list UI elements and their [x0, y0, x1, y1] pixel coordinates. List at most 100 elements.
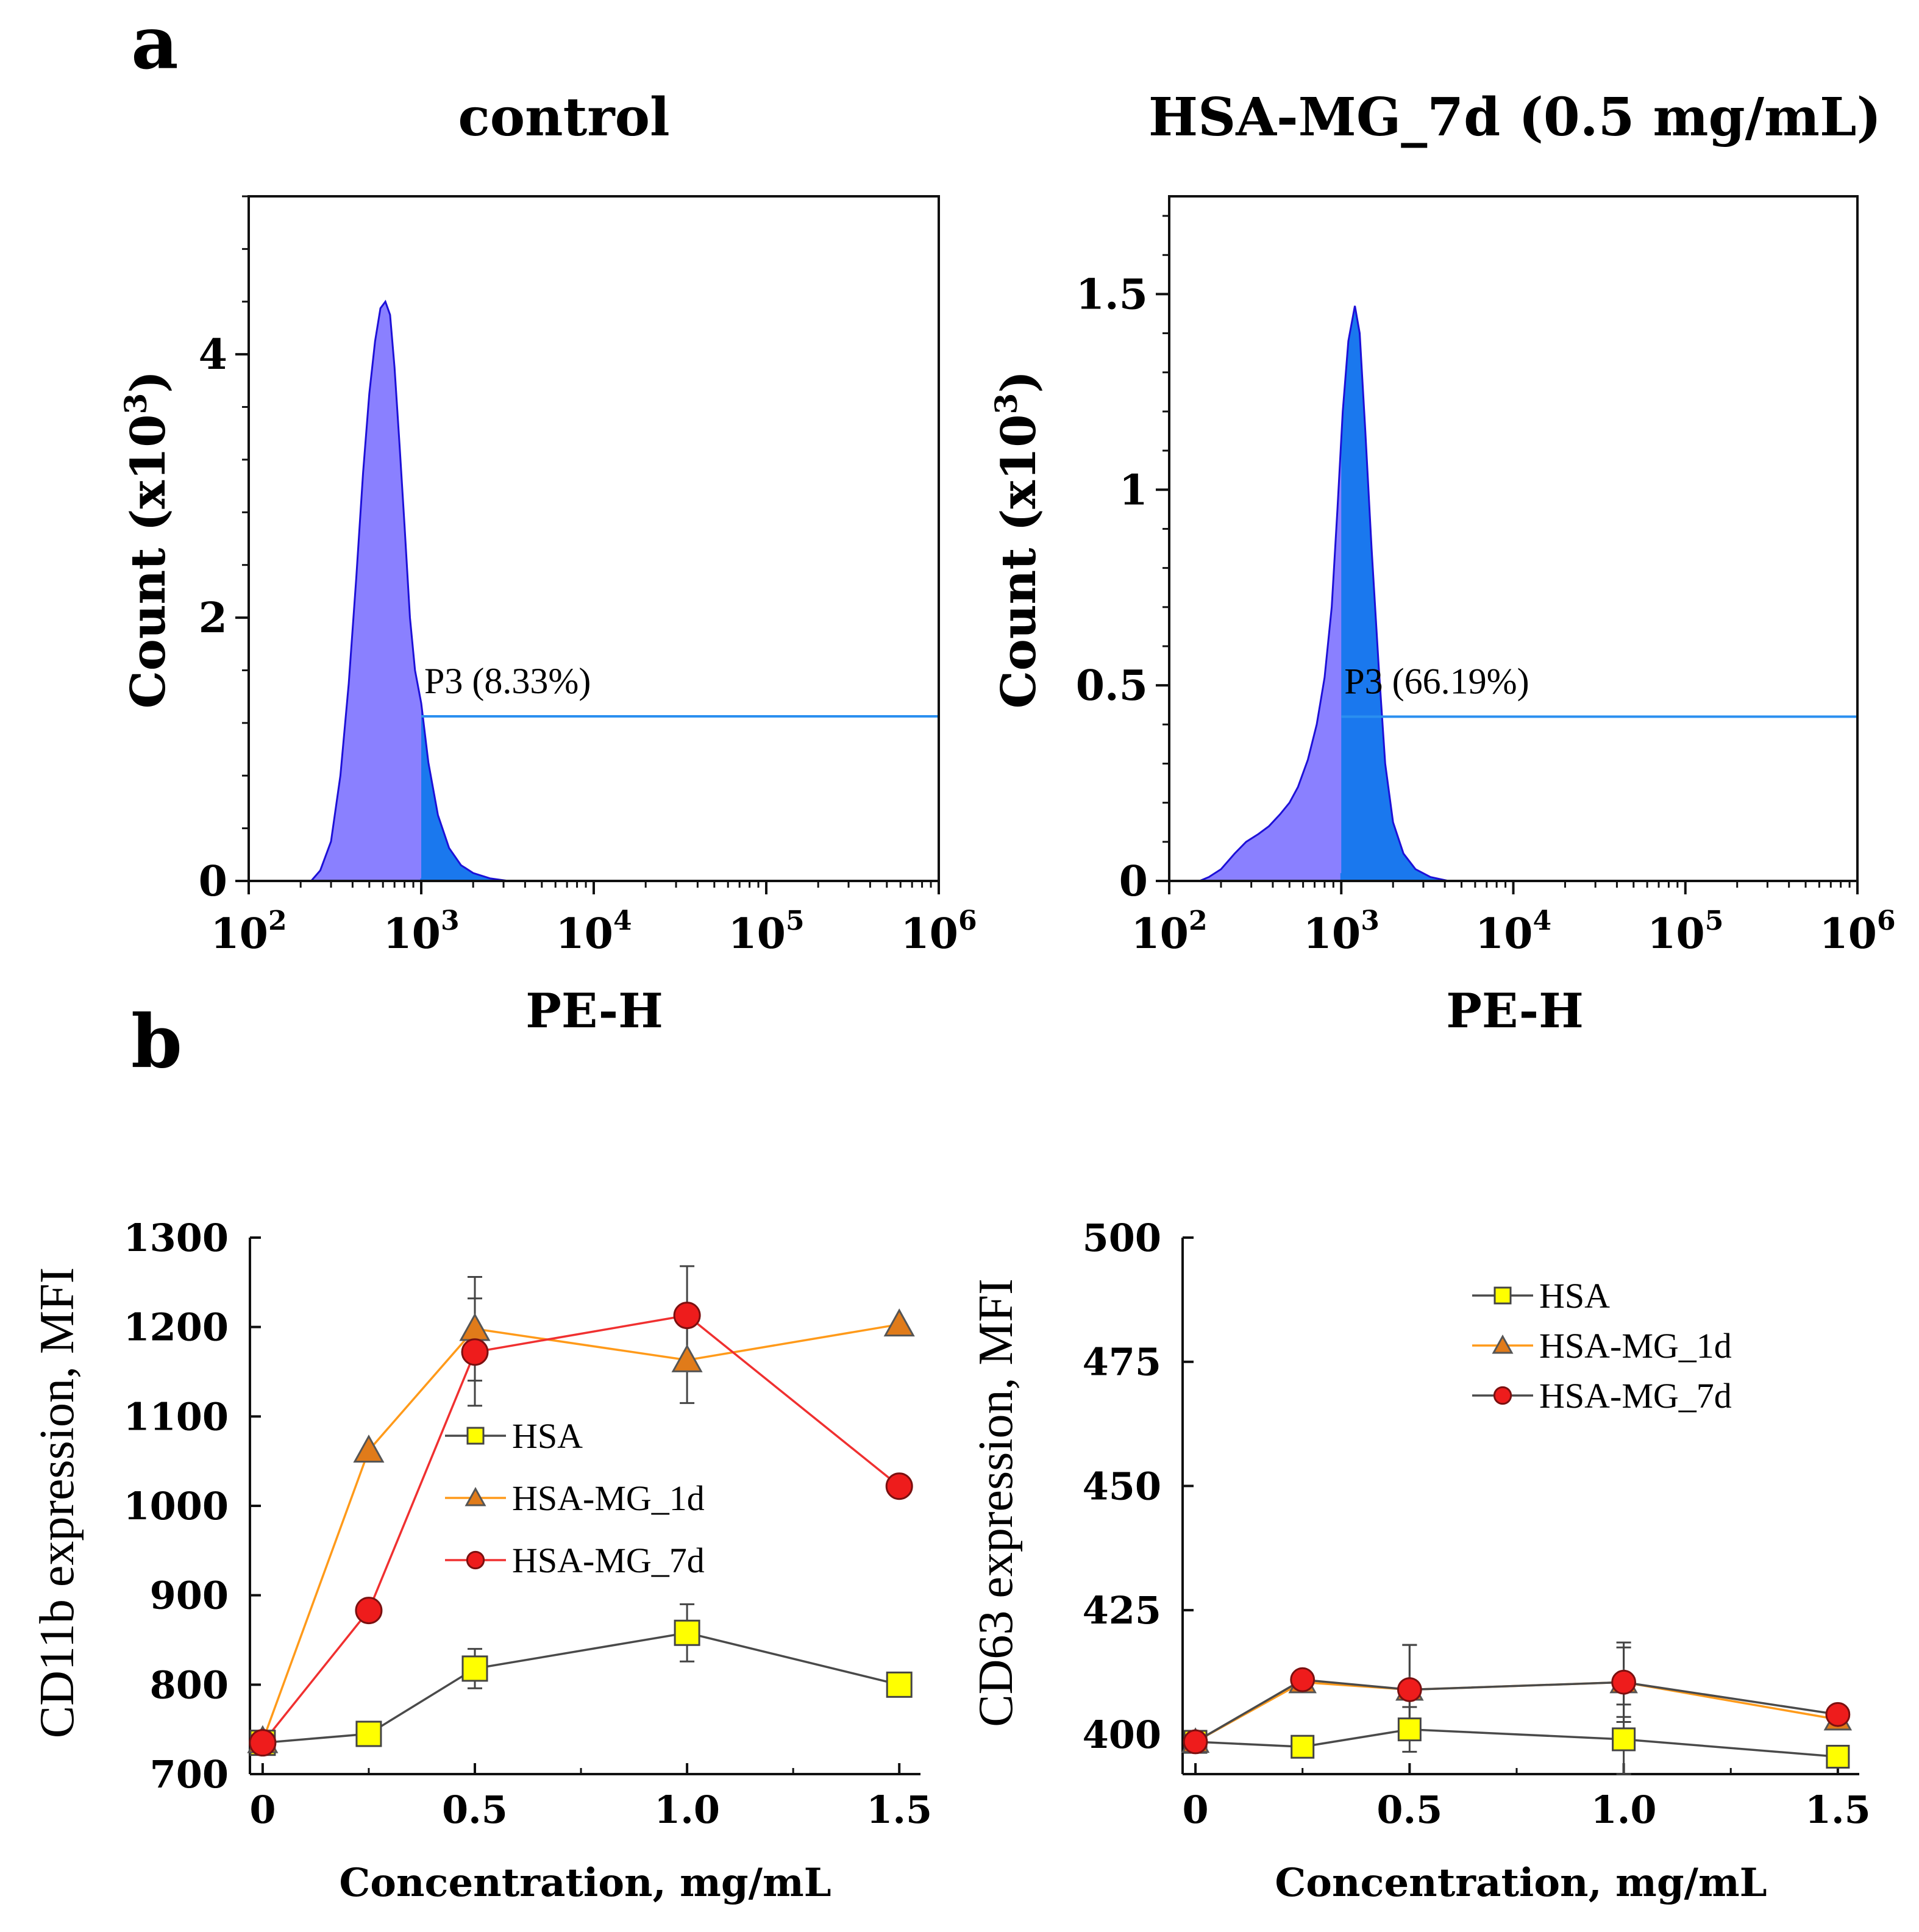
x-tick-label: 105 [1647, 905, 1723, 958]
y-tick-label: 0.5 [1076, 661, 1148, 710]
y-tick-label: 1 [1119, 466, 1148, 515]
x-tick-exponent: 3 [1361, 905, 1380, 936]
data-point-hsa [1397, 1717, 1422, 1742]
x-tick-exponent: 6 [1877, 905, 1896, 936]
y-tick-label: 450 [1083, 1464, 1161, 1508]
legend-marker [465, 1486, 486, 1506]
y-tick-label: 800 [150, 1663, 229, 1707]
x-tick-base: 10 [900, 910, 958, 958]
data-point-hsa-mg_7d [1825, 1702, 1851, 1727]
x-tick-base: 10 [1819, 910, 1877, 958]
cd11b-line-chart: 700 800 900 1000 1100 1200 1300 0 0.5 1.0 1.5 HSA HS… [30, 1216, 932, 1906]
y-tick-label: 2 [199, 594, 227, 643]
data-point-hsa [1291, 1734, 1315, 1759]
data-point-hsa-mg_7d [1397, 1677, 1422, 1702]
legend-label: HSA-MG_1d [1539, 1326, 1732, 1366]
x-tick-base: 10 [555, 910, 613, 958]
x-tick-label: 106 [1819, 905, 1895, 958]
series-line-hsa-mg_7d [262, 1314, 900, 1744]
x-axis-title: PE-H [1446, 983, 1584, 1039]
legend-marker [1493, 1386, 1512, 1405]
data-point-hsa [886, 1671, 913, 1698]
y-axis-title-sup: 3 [988, 393, 1024, 415]
y-axis-title-sup: 3 [118, 393, 154, 415]
x-axis-title: Concentration, mg/mL [1275, 1860, 1767, 1906]
chart-title: HSA-MG_7d (0.5 mg/mL) [1148, 87, 1881, 148]
series-line-hsa-mg_1d [262, 1323, 900, 1742]
x-tick-exponent: 5 [1705, 905, 1724, 936]
x-tick-label: 102 [1131, 905, 1207, 958]
x-axis-title: PE-H [525, 983, 663, 1039]
x-tick-exponent: 4 [613, 905, 632, 936]
y-tick-label: 0 [199, 857, 227, 906]
cd63-line-chart: 400 425 450 475 500 0 0.5 1.0 1.5 HSA HSA-MG_1d HSA… [969, 1216, 1871, 1906]
x-tick-exponent: 6 [958, 905, 977, 936]
data-point-hsa [674, 1619, 700, 1646]
x-tick-label: 104 [1475, 905, 1551, 958]
y-axis-title: Count (x103) [118, 371, 176, 708]
x-tick-base: 10 [1647, 910, 1705, 958]
legend-label: HSA [1539, 1276, 1610, 1316]
x-tick-label: 0.5 [1376, 1788, 1442, 1832]
x-tick-label: 1.5 [1805, 1788, 1871, 1832]
x-tick-label: 0 [249, 1788, 276, 1832]
x-tick-exponent: 2 [268, 905, 287, 936]
y-axis-title: Count (x103) [988, 371, 1047, 708]
panel-a-letter: a [131, 0, 179, 86]
histogram-outline [310, 299, 509, 882]
legend-marker [466, 1427, 485, 1445]
x-tick-label: 106 [900, 905, 977, 958]
x-tick-label: 1.5 [866, 1788, 932, 1832]
data-point-hsa-mg_1d [353, 1434, 385, 1463]
x-tick-exponent: 3 [441, 905, 460, 936]
x-tick-exponent: 2 [1189, 905, 1208, 936]
histogram-area-gated [421, 703, 508, 881]
x-tick-base: 10 [383, 910, 441, 958]
data-point-hsa-mg_7d [1611, 1669, 1637, 1695]
data-point-hsa-mg_7d [461, 1338, 489, 1366]
y-tick-label: 4 [199, 330, 227, 379]
y-tick-label: 700 [150, 1752, 229, 1797]
data-point-hsa-mg_7d [1183, 1729, 1208, 1755]
y-tick-label: 0 [1119, 857, 1148, 906]
y-axis-title-text: Count (x10 [121, 415, 176, 709]
y-tick-label: 1100 [123, 1394, 229, 1439]
y-axis-title-close: ) [991, 371, 1047, 393]
x-tick-label: 0 [1183, 1788, 1209, 1832]
data-point-hsa [1612, 1727, 1636, 1752]
data-point-hsa-mg_1d [671, 1344, 703, 1372]
hsa-mg-7d-histogram-chart: HSA-MG_7d (0.5 mg/mL) P3 (66.19%) 0 0.5 1 1.5… [988, 87, 1896, 1039]
y-tick-label: 900 [150, 1574, 229, 1618]
y-tick-label: 1.5 [1076, 270, 1148, 319]
x-tick-base: 10 [1475, 910, 1533, 958]
legend-label: HSA-MG_7d [512, 1541, 705, 1580]
legend-label: HSA-MG_1d [512, 1478, 705, 1518]
y-axis-title: CD11b expression, MFI [30, 1267, 84, 1739]
y-axis-title-text: Count (x10 [991, 415, 1047, 709]
data-point-hsa-mg_7d [249, 1729, 277, 1757]
histogram-outline [1199, 305, 1449, 882]
data-point-hsa-mg_1d [883, 1308, 915, 1337]
x-tick-base: 10 [728, 910, 786, 958]
data-point-hsa [1826, 1744, 1850, 1769]
panel-b-letter: b [131, 999, 182, 1085]
histogram-area-ungated [1199, 305, 1449, 881]
data-point-hsa [355, 1720, 382, 1747]
y-tick-label: 400 [1083, 1713, 1161, 1757]
x-tick-label: 1.0 [654, 1788, 720, 1832]
plot-frame [1168, 195, 1859, 882]
y-tick-label: 1300 [123, 1216, 229, 1260]
legend-label: HSA [512, 1416, 583, 1456]
x-tick-exponent: 4 [1533, 905, 1552, 936]
y-axis-title-close: ) [121, 371, 176, 393]
y-axis-title: CD63 expression, MFI [969, 1278, 1023, 1727]
x-tick-label: 105 [728, 905, 804, 958]
histogram-area-ungated [311, 301, 508, 881]
data-point-hsa-mg_7d [673, 1302, 701, 1330]
y-tick-label: 425 [1083, 1588, 1161, 1633]
y-tick-label: 1200 [123, 1305, 229, 1350]
x-tick-label: 103 [1303, 905, 1380, 958]
x-tick-exponent: 5 [786, 905, 805, 936]
